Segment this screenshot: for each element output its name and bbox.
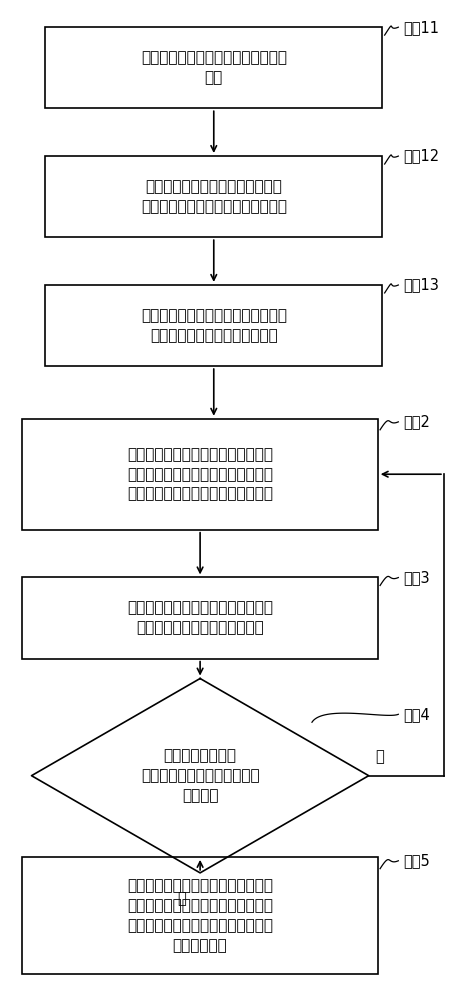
Text: 步骤4: 步骤4 [402,707,429,722]
Text: 步骤5: 步骤5 [402,853,429,868]
Text: 步骤2: 步骤2 [402,414,429,429]
Bar [22,577,377,659]
Text: 所述物联网云平台根据用户的权限
下发用户所属权限内的授权电子钥匙: 所述物联网云平台根据用户的权限 下发用户所属权限内的授权电子钥匙 [140,179,286,214]
Bar [22,419,377,530]
Bar [45,285,382,366]
Text: 步骤3: 步骤3 [402,570,429,585]
Text: 步骤12: 步骤12 [402,149,438,164]
Text: 步骤11: 步骤11 [402,20,438,35]
Text: 智能终端根据第一信号自动计算智能
终端与通行设备之间的实际距离: 智能终端根据第一信号自动计算智能 终端与通行设备之间的实际距离 [127,601,273,635]
Bar [45,156,382,237]
Text: 智能终端自动向通行设备发送授权电
子钥匙，所述通行设备通过所述授权
电子钥匙进行鉴权，并在鉴权成功后
通行设备开锁: 智能终端自动向通行设备发送授权电 子钥匙，所述通行设备通过所述授权 电子钥匙进行… [127,878,273,953]
Bar [45,27,382,108]
Text: 已开启蓝牙功能的智能终端自动接收
自通行设备发出的第一信号，且第一
信号为通行设备内的信标设备的信号: 已开启蓝牙功能的智能终端自动接收 自通行设备发出的第一信号，且第一 信号为通行设… [127,447,273,502]
Bar [22,857,377,974]
Text: 智能终端自动判断
所述实际距离是否小于或等于
第一距离: 智能终端自动判断 所述实际距离是否小于或等于 第一距离 [140,748,259,803]
Text: 是: 是 [177,891,186,906]
Text: 用户通过所述智能终端登录物联网云
平台: 用户通过所述智能终端登录物联网云 平台 [140,50,286,85]
Text: 步骤13: 步骤13 [402,278,438,293]
Text: 所述智能终端通过安全加密的方式将
授权电子钥匙保存于智能终端内: 所述智能终端通过安全加密的方式将 授权电子钥匙保存于智能终端内 [140,308,286,343]
Text: 否: 否 [375,749,383,764]
